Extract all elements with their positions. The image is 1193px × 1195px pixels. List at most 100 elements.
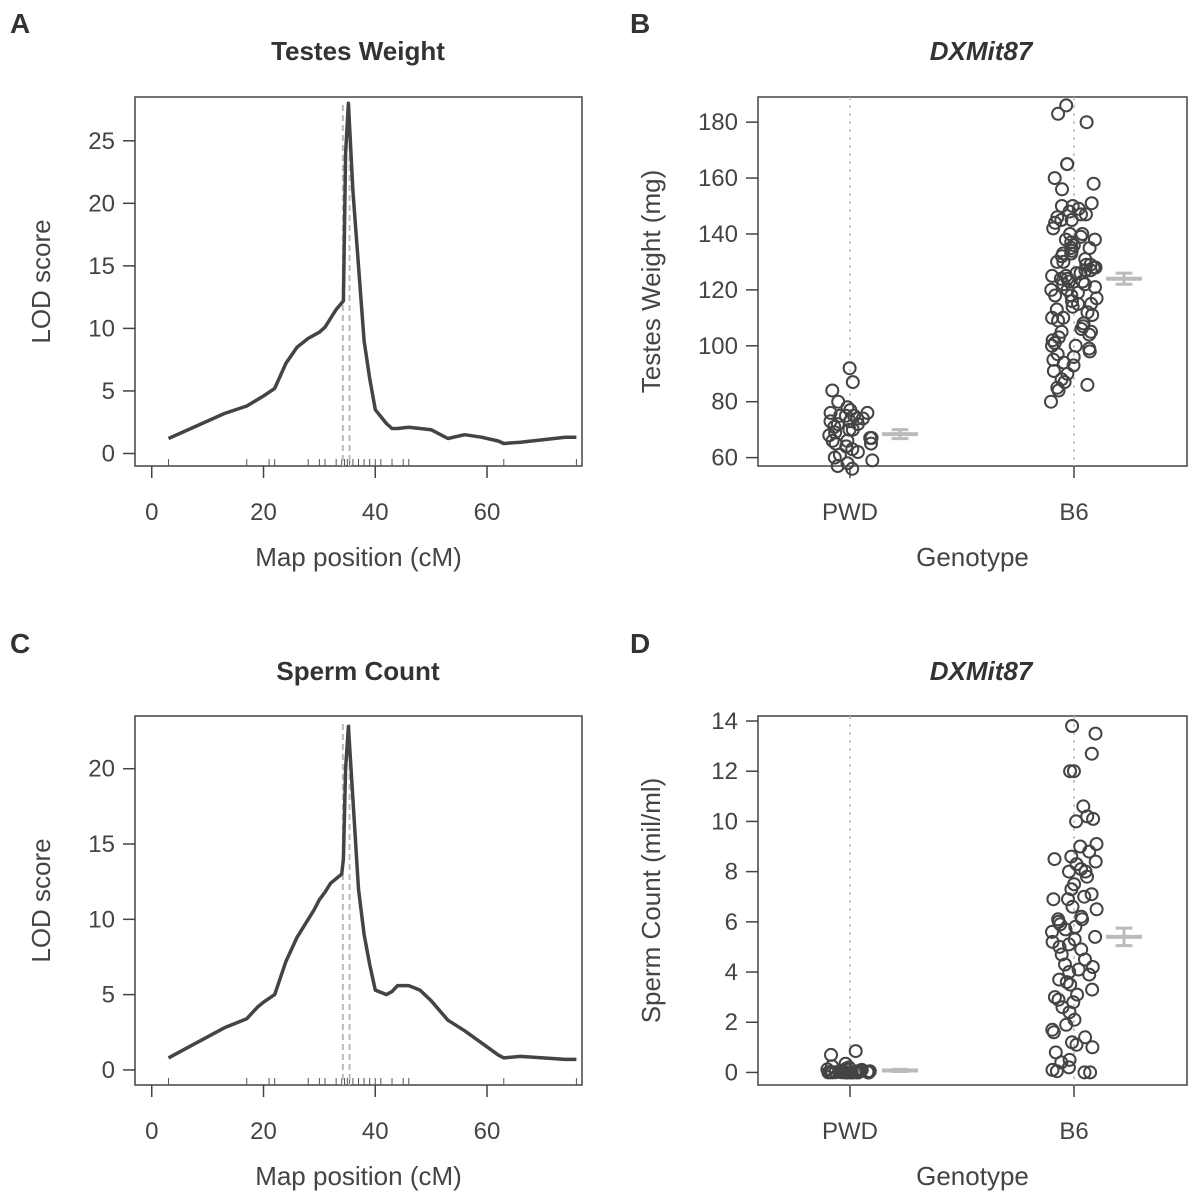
data-point: [1051, 383, 1066, 398]
data-point: [1059, 975, 1074, 990]
x-axis: 0 20 40 60: [145, 466, 500, 526]
y-tick-label: 10: [88, 906, 115, 933]
y-tick-label: 10: [711, 808, 738, 835]
y-tick-label: 60: [711, 445, 738, 472]
panel-B: B DXMit87 60 80 100 120 140 160 180 Testes Weight…: [630, 8, 1188, 572]
panel-title: Testes Weight: [271, 36, 445, 66]
group-PWD: [820, 1044, 918, 1080]
data-point: [1078, 207, 1093, 222]
data-point: [1082, 344, 1097, 359]
data-point: [1061, 1060, 1076, 1075]
x-axis-label: Map position (cM): [255, 1161, 462, 1191]
data-point: [864, 431, 879, 445]
x-tick-label: 60: [474, 1118, 501, 1145]
data-point: [827, 450, 842, 465]
y-tick-label: 12: [711, 758, 738, 785]
y-tick-label: 15: [88, 253, 115, 280]
data-point: [1083, 263, 1098, 278]
data-point: [1061, 937, 1076, 952]
data-point: [1077, 277, 1092, 292]
plot-frame: [757, 715, 1188, 1086]
data-point: [851, 1065, 866, 1080]
lod-curve: [167, 101, 577, 446]
data-point: [1059, 98, 1074, 113]
panel-A: A Testes Weight 0 5 10 15 20 25 LOD score Map pos…: [10, 8, 583, 572]
data-point: [824, 1047, 838, 1062]
data-point: [1060, 157, 1075, 172]
data-point: [864, 436, 878, 451]
data-point: [1069, 814, 1084, 829]
y-tick-label: 0: [102, 440, 115, 467]
data-point: [825, 1065, 840, 1080]
y-tick-label: 120: [698, 277, 738, 304]
data-point: [1083, 1065, 1098, 1080]
data-point: [1045, 924, 1059, 939]
data-point: [825, 433, 840, 448]
data-point: [1089, 902, 1104, 917]
data-point: [1079, 115, 1094, 130]
x-tick-label: 20: [250, 1118, 277, 1145]
data-point: [1088, 726, 1103, 741]
data-point: [830, 417, 845, 432]
data-point: [1070, 987, 1085, 1002]
x-tick-label: PWD: [822, 1118, 878, 1145]
data-point: [1052, 972, 1067, 987]
data-point: [1046, 892, 1061, 907]
y-tick-label: 160: [698, 165, 738, 192]
data-point: [842, 1065, 857, 1080]
data-point: [1086, 811, 1101, 826]
data-point: [1085, 308, 1100, 322]
data-point: [1063, 977, 1078, 992]
x-tick-label: 20: [250, 499, 277, 526]
data-point: [1046, 364, 1061, 378]
panel-title: Sperm Count: [276, 656, 440, 686]
data-point: [1078, 952, 1092, 967]
data-point: [1062, 1052, 1077, 1067]
data-point: [1058, 922, 1073, 937]
y-axis-label: LOD score: [26, 838, 56, 962]
data-point: [1086, 260, 1101, 275]
panel-letter: A: [10, 8, 30, 39]
data-point: [1084, 196, 1099, 211]
data-point: [1058, 957, 1072, 972]
data-point: [1078, 1030, 1093, 1045]
data-point: [840, 400, 855, 415]
y-axis: 0 2 4 6 8 10 12 14: [711, 708, 758, 1086]
data-point: [1051, 992, 1066, 1007]
lod-curve: [167, 724, 577, 1062]
data-point: [1064, 213, 1079, 227]
y-tick-label: 25: [88, 128, 115, 155]
y-axis-label: Testes Weight (mg): [636, 170, 666, 393]
data-point: [1077, 1065, 1092, 1080]
x-axis: PWD B6: [822, 466, 1089, 526]
data-point: [1066, 764, 1081, 779]
group-B6: [1044, 98, 1142, 409]
y-tick-label: 80: [711, 389, 738, 416]
panel-C: C Sperm Count 0 5 10 15 20 LOD score Map positio…: [10, 628, 583, 1191]
data-point: [1045, 333, 1060, 348]
y-tick-label: 5: [102, 378, 115, 405]
data-point: [1048, 288, 1063, 303]
data-point: [1059, 1017, 1074, 1032]
data-point: [1080, 869, 1094, 884]
panel-letter: D: [630, 628, 650, 659]
y-axis: 0 5 10 15 20: [88, 756, 135, 1084]
y-axis-label: LOD score: [26, 219, 56, 343]
panel-D: D DXMit87 0 2 4 6 8 10 12 14 Sperm Count (mil/ml) G…: [630, 628, 1188, 1191]
data-point: [1055, 182, 1069, 197]
data-point: [850, 445, 865, 459]
data-point: [1065, 719, 1080, 733]
y-tick-label: 140: [698, 221, 738, 248]
y-axis: 60 80 100 120 140 160 180: [698, 109, 758, 472]
x-tick-label: 0: [145, 499, 158, 526]
x-tick-label: PWD: [822, 499, 878, 526]
y-tick-label: 20: [88, 190, 115, 217]
panel-title: DXMit87: [930, 656, 1034, 686]
x-axis: 0 20 40 60: [145, 1085, 500, 1145]
data-point: [1065, 299, 1080, 314]
data-point: [821, 1065, 836, 1080]
data-point: [1050, 254, 1065, 269]
data-point: [1046, 221, 1061, 236]
marker-rug: [168, 1078, 577, 1085]
